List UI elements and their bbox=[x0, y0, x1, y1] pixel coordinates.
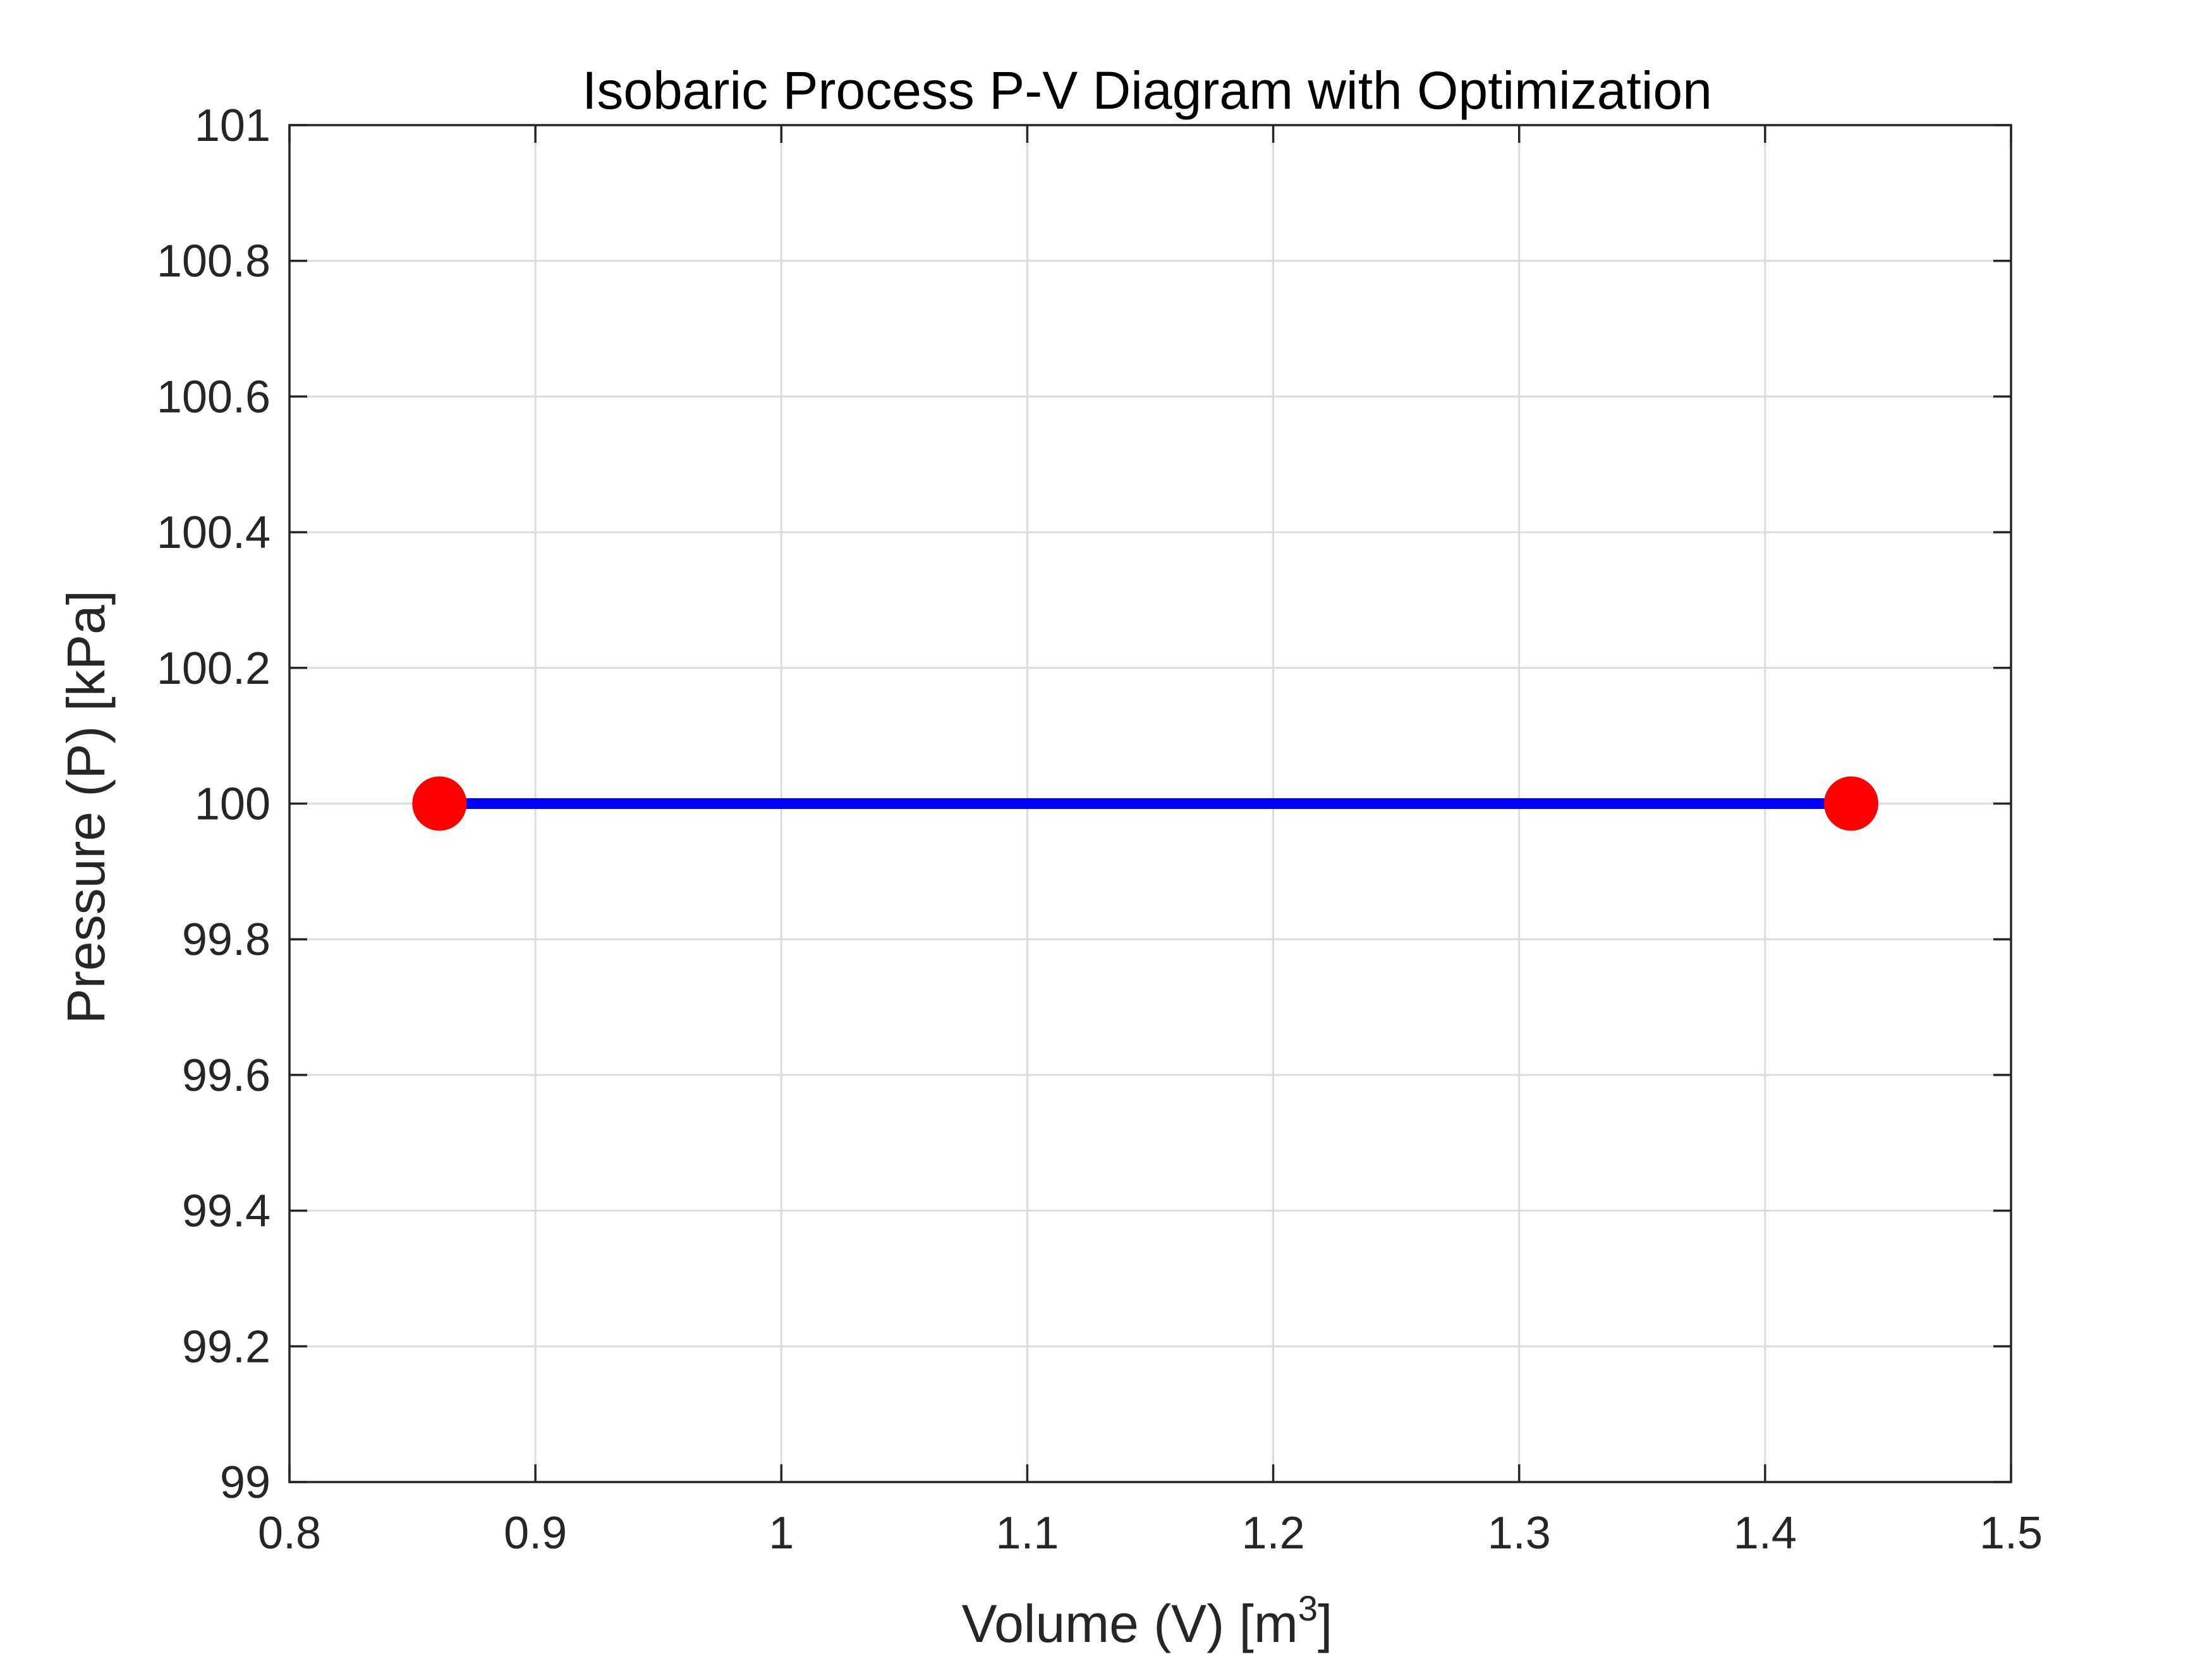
chart-title: Isobaric Process P-V Diagram with Optimi… bbox=[582, 61, 1712, 120]
tick-marks bbox=[288, 124, 2012, 1483]
y-tick-label: 99.8 bbox=[182, 915, 270, 965]
data-point-marker bbox=[412, 776, 467, 831]
x-tick-label: 1.2 bbox=[1242, 1508, 1305, 1559]
x-tick-label: 0.8 bbox=[258, 1508, 321, 1559]
x-tick-label: 1.5 bbox=[1979, 1508, 2043, 1559]
y-tick-label: 101 bbox=[195, 100, 270, 151]
y-tick-labels: 99 99.2 99.4 99.6 99.8 100 100.2 100.4 100.6 100.… bbox=[157, 100, 270, 1508]
y-tick-label: 99 bbox=[220, 1457, 270, 1508]
y-axis-title: Pressure (P) [kPa] bbox=[56, 590, 116, 1024]
x-tick-label: 1.4 bbox=[1734, 1508, 1797, 1559]
x-tick-label: 1.3 bbox=[1488, 1508, 1551, 1559]
y-tick-label: 99.2 bbox=[182, 1322, 270, 1372]
x-axis-title: Volume (V) [m3] bbox=[962, 1588, 1333, 1653]
x-tick-label: 0.9 bbox=[504, 1508, 567, 1559]
x-tick-label: 1 bbox=[769, 1508, 794, 1559]
x-tick-label: 1.1 bbox=[995, 1508, 1059, 1559]
y-tick-label: 100 bbox=[195, 779, 270, 830]
x-axis-title-end: ] bbox=[1318, 1594, 1332, 1653]
y-tick-label: 100.8 bbox=[157, 236, 270, 287]
y-tick-label: 99.6 bbox=[182, 1050, 270, 1101]
data-series bbox=[412, 776, 1879, 831]
data-point-marker bbox=[1824, 776, 1879, 831]
y-tick-label: 99.4 bbox=[182, 1186, 270, 1237]
x-axis-title-superscript: 3 bbox=[1298, 1588, 1318, 1628]
x-tick-labels: 0.8 0.9 1 1.1 1.2 1.3 1.4 1.5 bbox=[258, 1508, 2043, 1559]
x-axis-title-main: Volume (V) [m bbox=[962, 1594, 1298, 1653]
y-tick-label: 100.2 bbox=[157, 643, 270, 694]
y-tick-label: 100.4 bbox=[157, 507, 270, 558]
y-tick-label: 100.6 bbox=[157, 372, 270, 422]
